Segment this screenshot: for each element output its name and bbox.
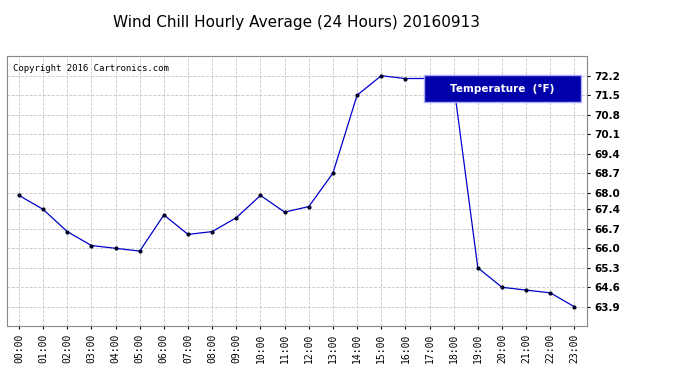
Text: Copyright 2016 Cartronics.com: Copyright 2016 Cartronics.com — [12, 64, 168, 74]
FancyBboxPatch shape — [424, 75, 581, 102]
Text: Wind Chill Hourly Average (24 Hours) 20160913: Wind Chill Hourly Average (24 Hours) 201… — [113, 15, 480, 30]
Text: Temperature  (°F): Temperature (°F) — [451, 84, 555, 94]
